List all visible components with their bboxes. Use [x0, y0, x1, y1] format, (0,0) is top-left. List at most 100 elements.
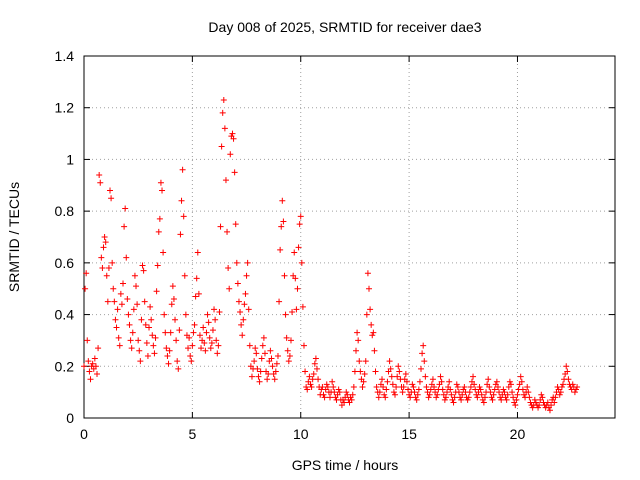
data-point: [124, 296, 131, 303]
data-point: [388, 373, 395, 380]
data-point: [85, 358, 92, 365]
data-point: [161, 311, 168, 318]
data-point: [363, 311, 370, 318]
data-point: [180, 213, 187, 220]
data-point: [539, 394, 546, 401]
data-point: [341, 399, 348, 406]
data-point: [127, 337, 134, 344]
data-point: [253, 350, 260, 357]
data-point: [121, 223, 128, 230]
data-point: [344, 391, 351, 398]
data-point: [261, 350, 268, 357]
data-point: [526, 394, 533, 401]
data-point: [198, 345, 205, 352]
data-point: [311, 360, 318, 367]
data-point: [100, 244, 107, 251]
data-point: [101, 234, 108, 240]
data-point: [153, 288, 160, 295]
data-point: [383, 386, 390, 393]
data-point: [451, 394, 458, 401]
data-point: [268, 355, 275, 362]
data-point: [172, 316, 179, 323]
data-point: [368, 321, 375, 328]
data-point: [163, 345, 170, 352]
data-point: [572, 386, 579, 393]
data-point: [129, 329, 136, 336]
data-point: [87, 376, 94, 383]
y-tick-label: 0.4: [55, 307, 75, 323]
data-point: [222, 177, 229, 184]
data-point: [454, 383, 461, 390]
data-point: [453, 381, 460, 388]
data-point: [257, 368, 264, 375]
data-point: [284, 347, 291, 354]
data-point: [447, 386, 454, 393]
data-point: [353, 347, 360, 354]
data-point: [470, 373, 477, 380]
data-point: [444, 389, 451, 396]
data-point: [123, 254, 130, 261]
data-point: [241, 301, 248, 308]
y-axis-label: SRMTID / TECUs: [6, 182, 22, 292]
data-point: [98, 254, 105, 261]
data-point: [419, 350, 426, 357]
data-point: [216, 308, 223, 315]
data-point: [240, 316, 247, 323]
data-point: [176, 327, 183, 334]
data-point: [535, 404, 542, 411]
data-point: [195, 290, 202, 297]
data-point: [283, 334, 290, 341]
data-point: [491, 386, 498, 393]
data-point: [267, 347, 274, 354]
data-point: [154, 262, 161, 269]
data-point: [94, 371, 101, 378]
data-point: [191, 321, 198, 328]
data-point: [415, 386, 422, 393]
data-point: [321, 394, 328, 401]
y-tick-label: 1.4: [55, 48, 75, 64]
data-point: [323, 381, 330, 388]
data-point: [494, 383, 501, 390]
data-point: [227, 151, 234, 158]
x-tick-label: 10: [293, 426, 309, 442]
data-point: [552, 394, 559, 401]
data-point: [188, 358, 195, 365]
data-point: [414, 391, 421, 398]
data-point: [476, 383, 483, 390]
data-point: [108, 195, 115, 202]
data-point: [255, 373, 262, 380]
data-point: [142, 321, 149, 328]
data-point: [548, 402, 555, 409]
data-point: [130, 306, 137, 313]
data-point: [181, 272, 188, 279]
data-point: [243, 272, 250, 279]
data-point: [504, 391, 511, 398]
data-point: [260, 334, 267, 341]
data-point: [178, 197, 185, 204]
data-point: [251, 358, 258, 365]
data-point: [563, 363, 570, 370]
data-point: [81, 363, 87, 370]
data-point: [252, 345, 259, 352]
data-point: [370, 329, 377, 336]
data-point: [147, 303, 154, 310]
data-point: [221, 125, 228, 132]
data-point: [143, 340, 150, 347]
data-point: [544, 399, 551, 406]
data-point: [117, 290, 124, 297]
data-point: [276, 298, 283, 305]
data-point: [310, 371, 317, 378]
data-point: [84, 337, 91, 344]
data-point: [140, 267, 147, 274]
data-point: [125, 311, 132, 318]
data-point: [133, 283, 140, 290]
data-point: [420, 342, 427, 349]
data-point: [472, 386, 479, 393]
data-point: [364, 270, 371, 277]
data-point: [330, 383, 337, 390]
data-point: [329, 378, 336, 385]
data-point: [239, 332, 246, 339]
data-point: [336, 389, 343, 396]
data-point: [448, 391, 455, 398]
data-point: [331, 389, 338, 396]
